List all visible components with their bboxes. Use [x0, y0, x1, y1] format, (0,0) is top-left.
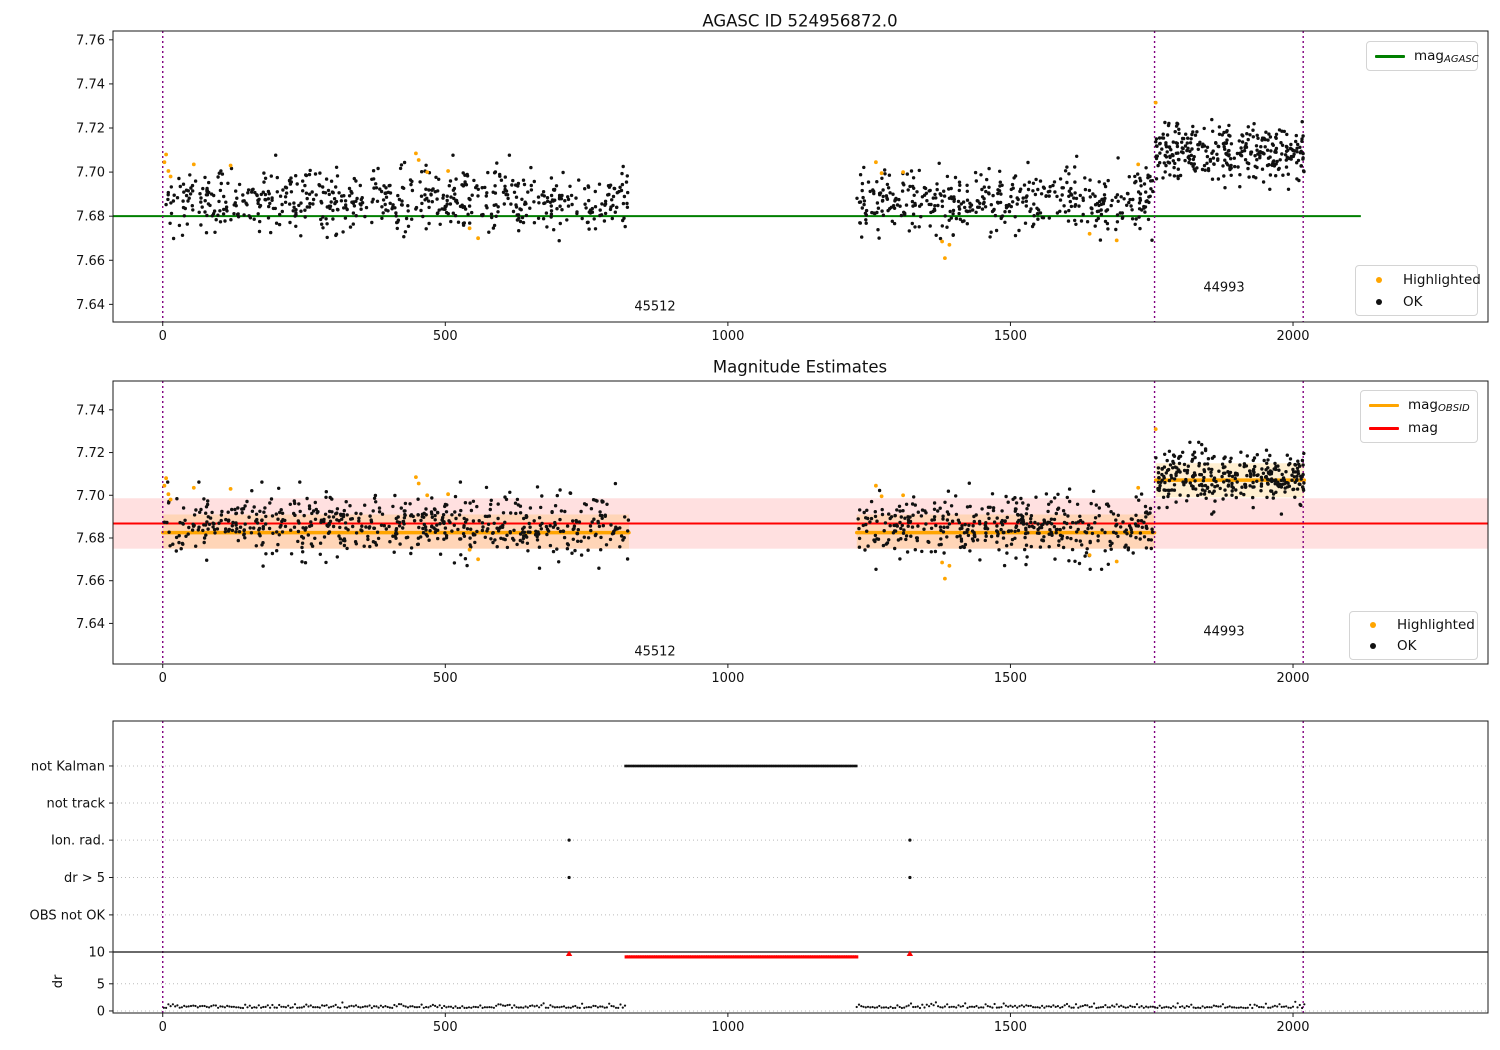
svg-text:7.70: 7.70 [76, 166, 105, 181]
svg-text:7.68: 7.68 [76, 531, 105, 546]
svg-text:7.64: 7.64 [76, 617, 105, 632]
svg-text:not track: not track [46, 797, 105, 812]
svg-text:500: 500 [433, 329, 458, 344]
svg-text:7.76: 7.76 [76, 33, 105, 48]
svg-text:500: 500 [433, 671, 458, 686]
svg-text:7.74: 7.74 [76, 77, 105, 92]
svg-text:1000: 1000 [711, 1020, 744, 1035]
svg-text:1000: 1000 [711, 329, 744, 344]
svg-text:7.66: 7.66 [76, 574, 105, 589]
svg-text:2000: 2000 [1276, 329, 1309, 344]
svg-text:dr > 5: dr > 5 [64, 871, 105, 886]
highlighted-points [163, 101, 1158, 260]
svg-text:10: 10 [88, 945, 105, 960]
svg-text:1000: 1000 [711, 671, 744, 686]
svg-text:dr: dr [51, 974, 66, 988]
svg-text:0: 0 [97, 1004, 105, 1019]
svg-text:1500: 1500 [994, 329, 1027, 344]
ok-points [164, 118, 1305, 242]
plot-canvas: 05001000150020007.767.747.727.707.687.66… [0, 0, 1500, 1050]
svg-text:7.70: 7.70 [76, 489, 105, 504]
svg-text:2000: 2000 [1276, 671, 1309, 686]
svg-text:5: 5 [97, 977, 105, 992]
svg-text:0: 0 [159, 671, 167, 686]
svg-text:0: 0 [159, 1020, 167, 1035]
figure-root: 05001000150020007.767.747.727.707.687.66… [0, 0, 1500, 1050]
svg-text:500: 500 [433, 1020, 458, 1035]
svg-text:7.66: 7.66 [76, 254, 105, 269]
flag-markers [568, 765, 912, 879]
svg-text:7.72: 7.72 [76, 446, 105, 461]
svg-text:1500: 1500 [994, 1020, 1027, 1035]
svg-text:2000: 2000 [1276, 1020, 1309, 1035]
svg-text:1500: 1500 [994, 671, 1027, 686]
svg-text:7.74: 7.74 [76, 403, 105, 418]
panel-mag-estimates [113, 381, 1488, 664]
svg-text:7.64: 7.64 [76, 298, 105, 313]
svg-text:7.68: 7.68 [76, 210, 105, 225]
svg-text:not Kalman: not Kalman [31, 759, 105, 774]
svg-text:0: 0 [159, 329, 167, 344]
svg-text:OBS not OK: OBS not OK [30, 908, 106, 923]
svg-text:7.72: 7.72 [76, 122, 105, 137]
dr-trace [163, 1001, 1306, 1009]
svg-text:Ion. rad.: Ion. rad. [51, 834, 105, 849]
